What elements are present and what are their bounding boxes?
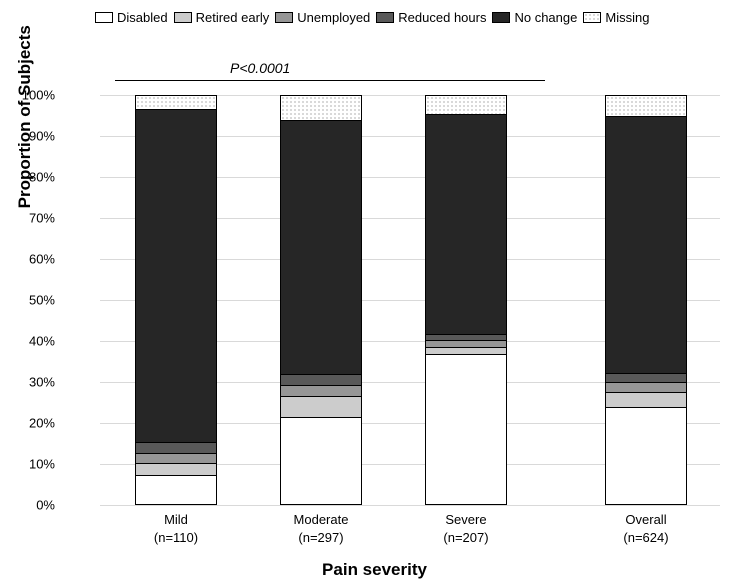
legend-swatch-retired (174, 12, 192, 23)
legend-swatch-nochange (492, 12, 510, 23)
y-tick: 50% (15, 293, 55, 308)
legend-item-missing: Missing (583, 10, 649, 25)
y-tick: 70% (15, 211, 55, 226)
legend-swatch-disabled (95, 12, 113, 23)
segment-missing (425, 95, 507, 113)
segment-nochange (605, 116, 687, 373)
segment-reduced (280, 374, 362, 385)
x-tick-label: Severe(n=207) (391, 505, 541, 546)
y-tick: 90% (15, 129, 55, 144)
y-tick: 100% (15, 88, 55, 103)
bar-mild: Mild(n=110) (135, 95, 217, 505)
segment-disabled (135, 475, 217, 505)
y-tick: 80% (15, 170, 55, 185)
legend-item-reduced: Reduced hours (376, 10, 486, 25)
x-tick-label: Overall(n=624) (571, 505, 721, 546)
segment-retired (280, 396, 362, 417)
y-tick: 10% (15, 457, 55, 472)
segment-missing (280, 95, 362, 120)
legend-label-missing: Missing (605, 10, 649, 25)
legend-label-retired: Retired early (196, 10, 270, 25)
segment-missing (135, 95, 217, 109)
bar-moderate: Moderate(n=297) (280, 95, 362, 505)
legend-swatch-missing (583, 12, 601, 23)
x-tick-label: Moderate(n=297) (246, 505, 396, 546)
y-tick: 20% (15, 416, 55, 431)
segment-missing (605, 95, 687, 116)
y-tick: 60% (15, 252, 55, 267)
segment-retired (425, 347, 507, 354)
bar-overall: Overall(n=624) (605, 95, 687, 505)
legend: Disabled Retired early Unemployed Reduced h… (95, 10, 649, 25)
plot-area: Mild(n=110) Moderate(n=297) Severe(n=207) O… (100, 95, 720, 506)
segment-reduced (605, 373, 687, 382)
legend-item-nochange: No change (492, 10, 577, 25)
segment-nochange (280, 120, 362, 374)
segment-nochange (135, 109, 217, 442)
bar-severe: Severe(n=207) (425, 95, 507, 505)
legend-swatch-reduced (376, 12, 394, 23)
segment-unemployed (605, 382, 687, 392)
segment-nochange (425, 114, 507, 334)
legend-swatch-unemployed (275, 12, 293, 23)
legend-item-unemployed: Unemployed (275, 10, 370, 25)
segment-disabled (425, 354, 507, 505)
y-tick: 30% (15, 375, 55, 390)
legend-item-retired: Retired early (174, 10, 270, 25)
segment-reduced (135, 442, 217, 453)
legend-label-unemployed: Unemployed (297, 10, 370, 25)
x-axis-label: Pain severity (322, 560, 427, 580)
legend-label-reduced: Reduced hours (398, 10, 486, 25)
x-tick-label: Mild(n=110) (101, 505, 251, 546)
segment-disabled (605, 407, 687, 505)
p-value-line (115, 80, 545, 81)
legend-label-disabled: Disabled (117, 10, 168, 25)
segment-unemployed (280, 385, 362, 396)
segment-retired (135, 463, 217, 475)
p-value-annotation: P<0.0001 (230, 60, 290, 76)
p-value-p: P (230, 60, 239, 76)
segment-disabled (280, 417, 362, 505)
segment-retired (605, 392, 687, 406)
p-value-rest: <0.0001 (239, 60, 290, 76)
legend-label-nochange: No change (514, 10, 577, 25)
segment-unemployed (135, 453, 217, 464)
y-tick: 0% (15, 498, 55, 513)
legend-item-disabled: Disabled (95, 10, 168, 25)
y-tick: 40% (15, 334, 55, 349)
chart-container: Disabled Retired early Unemployed Reduced h… (0, 0, 749, 588)
